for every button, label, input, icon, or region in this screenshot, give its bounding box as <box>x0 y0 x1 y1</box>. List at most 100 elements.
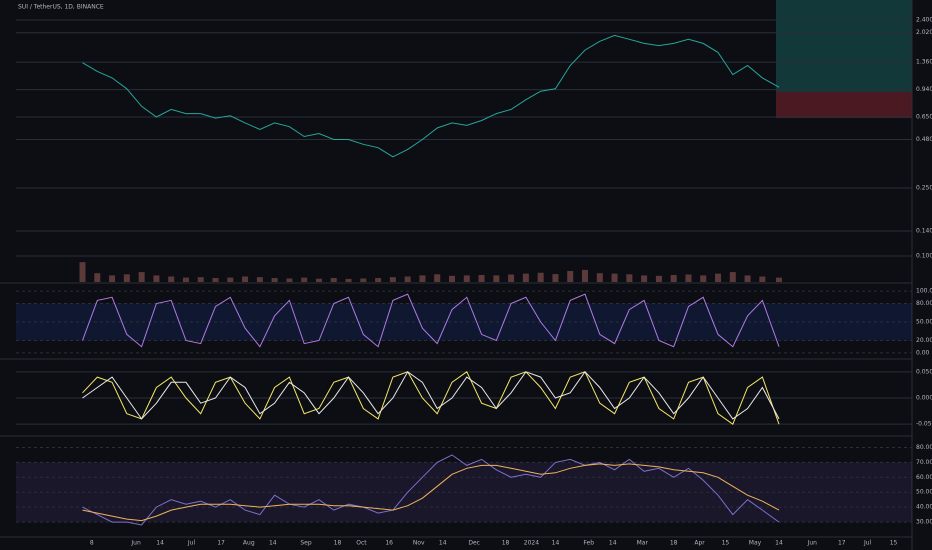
y-tick-label: 2.0200 <box>916 29 932 36</box>
volume-bar <box>463 275 470 282</box>
x-tick-label: 15 <box>890 540 898 547</box>
x-tick-label: 14 <box>775 540 783 547</box>
volume-bar <box>537 272 544 282</box>
volume-bar <box>256 277 263 282</box>
x-tick-label: 14 <box>439 540 447 547</box>
x-tick-label: Jul <box>863 540 872 547</box>
volume-bar <box>775 277 782 282</box>
volume-bar <box>611 273 618 282</box>
volume-bar <box>168 276 175 282</box>
series-line <box>82 34 780 158</box>
volume-bar <box>345 278 352 282</box>
series-line <box>82 371 780 420</box>
x-tick-label: 2024 <box>524 540 539 547</box>
volume-bar <box>434 274 441 282</box>
volume-bar <box>315 278 322 282</box>
volume-bar <box>182 277 189 282</box>
volume-bar <box>419 275 426 282</box>
volume-bar <box>123 274 130 282</box>
volume-bar <box>759 276 766 282</box>
volume-bar <box>685 274 692 282</box>
volume-bar <box>715 273 722 282</box>
x-tick-label: Mar <box>637 540 649 547</box>
volume-bar <box>552 274 559 282</box>
series-line <box>82 454 780 526</box>
y-tick-label: 0.00 <box>916 349 930 356</box>
volume-bar <box>493 275 500 282</box>
x-tick-label: Sep <box>300 540 312 547</box>
volume-bar <box>670 274 677 282</box>
x-tick-label: Nov <box>413 540 425 547</box>
x-tick-label: Jul <box>187 540 196 547</box>
volume-bar <box>286 278 293 282</box>
volume-bar <box>729 272 736 282</box>
y-tick-label: 80.00 <box>916 300 932 307</box>
volume-bar <box>109 275 116 282</box>
x-tick-label: 18 <box>334 540 342 547</box>
volume-bar <box>197 277 204 282</box>
y-tick-label: 40.00 <box>916 504 932 511</box>
volume-bar <box>389 277 396 282</box>
volume-bar <box>567 271 574 282</box>
y-tick-label: 0.0000 <box>916 395 932 402</box>
volume-bar <box>212 278 219 282</box>
volume-bar <box>301 277 308 282</box>
volume-bar <box>508 274 515 282</box>
volume-bar <box>641 275 648 282</box>
y-tick-label: 60.00 <box>916 474 932 481</box>
volume-bar <box>375 278 382 282</box>
volume-bar <box>522 273 529 282</box>
volume-bar <box>330 278 337 282</box>
x-tick-label: May <box>749 540 762 547</box>
y-tick-label: 50.00 <box>916 319 932 326</box>
chart-title: SUI / TetherUS, 1D, BINANCE <box>18 4 104 11</box>
volume-bar <box>227 277 234 282</box>
x-tick-label: 15 <box>722 540 730 547</box>
volume-bar <box>626 274 633 282</box>
volume-bar <box>404 276 411 282</box>
volume-bar <box>655 275 662 282</box>
x-tick-label: 8 <box>90 540 94 547</box>
x-tick-label: Dec <box>468 540 480 547</box>
loss-zone <box>776 92 912 118</box>
volume-bar <box>94 273 101 282</box>
volume-bar <box>271 278 278 282</box>
x-tick-label: 14 <box>269 540 277 547</box>
series-line <box>82 371 780 425</box>
y-tick-label: 20.00 <box>916 337 932 344</box>
y-tick-label: 2.4000 <box>916 16 932 23</box>
x-tick-label: 16 <box>385 540 393 547</box>
volume-bar <box>744 275 751 282</box>
x-tick-label: Aug <box>243 540 255 547</box>
x-tick-label: Jun <box>807 540 818 547</box>
x-tick-label: 18 <box>502 540 510 547</box>
volume-bar <box>242 276 249 282</box>
y-tick-label: 0.1000 <box>916 253 932 260</box>
y-tick-label: 80.00 <box>916 444 932 451</box>
volume-bar <box>153 275 160 282</box>
y-tick-label: 30.00 <box>916 519 932 526</box>
x-tick-label: Jun <box>130 540 141 547</box>
profit-zone <box>776 0 912 92</box>
x-tick-label: Apr <box>694 540 705 547</box>
x-tick-label: 17 <box>217 540 225 547</box>
x-tick-label: 14 <box>156 540 164 547</box>
y-tick-label: 70.00 <box>916 459 932 466</box>
volume-bar <box>700 275 707 282</box>
y-tick-label: 100.00 <box>916 288 932 295</box>
volume-bar <box>596 273 603 282</box>
x-tick-label: 18 <box>670 540 678 547</box>
volume-bar <box>448 275 455 282</box>
series-line <box>82 293 780 348</box>
x-tick-label: Oct <box>356 540 367 547</box>
volume-bar <box>79 262 86 282</box>
